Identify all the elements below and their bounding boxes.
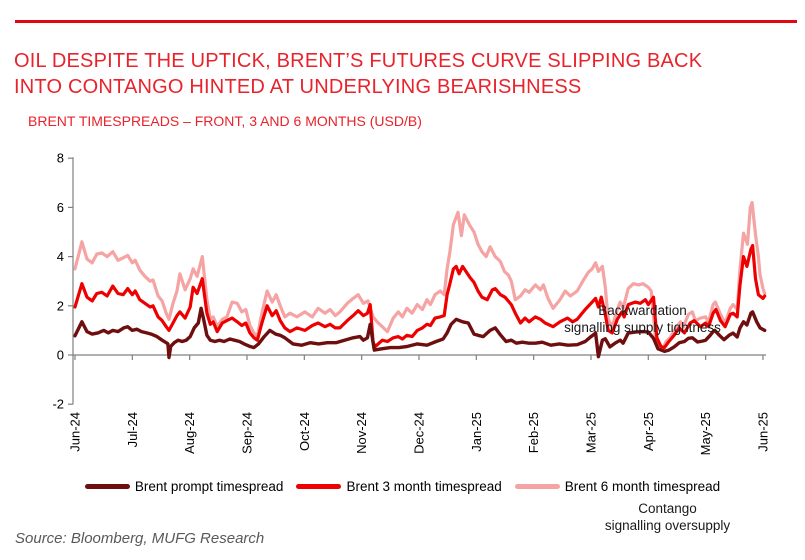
chart-legend: Brent prompt timespread Brent 3 month tim… xyxy=(0,479,805,494)
annotation-backwardation: Backwardation signalling supply tightnes… xyxy=(520,302,765,336)
annotation-backwardation-line2: signalling supply tightness xyxy=(564,320,721,335)
x-axis-label: Oct-24 xyxy=(297,412,312,451)
x-axis-label: Jul-24 xyxy=(125,412,140,447)
y-axis-label: 6 xyxy=(57,200,64,215)
annotation-contango-line2: signalling oversupply xyxy=(604,518,731,533)
x-axis-label: Jun-25 xyxy=(755,412,770,452)
legend-swatch xyxy=(84,484,130,489)
timespread-line-chart: 8 6 4 2 0 -2 Jun-24 Jul-24 Aug-24 Sep-24 Oct-24 Nov… xyxy=(52,151,770,456)
x-axis-label: Aug-24 xyxy=(182,412,197,454)
x-axis-label: Apr-25 xyxy=(641,412,656,451)
legend-label: Brent 3 month timespread xyxy=(346,479,502,494)
annotation-backwardation-line1: Backwardation xyxy=(598,303,687,318)
annotation-contango-line1: Contango xyxy=(638,501,697,516)
series-line-brent-prompt-timespread xyxy=(73,306,767,360)
series-line-brent-3-month-timespread xyxy=(73,243,767,350)
page-title-line2: INTO CONTANGO HINTED AT UNDERLYING BEARI… xyxy=(14,76,582,98)
top-accent-rule xyxy=(15,20,797,23)
source-note: Source: Bloomberg, MUFG Research xyxy=(15,530,265,547)
legend-item: Brent prompt timespread xyxy=(84,479,284,494)
legend-label: Brent 6 month timespread xyxy=(564,479,721,494)
legend-item: Brent 3 month timespread xyxy=(296,479,502,494)
x-axis-label: May-25 xyxy=(698,412,713,455)
y-axis-label: 8 xyxy=(57,151,64,166)
legend-swatch xyxy=(296,484,342,489)
x-axis-label: Sep-24 xyxy=(239,412,254,454)
page-title-line1: OIL DESPITE THE UPTICK, BRENT’S FUTURES … xyxy=(14,50,703,72)
x-axis-label: Jun-24 xyxy=(68,412,83,452)
chart-area: 8 6 4 2 0 -2 Jun-24 Jul-24 Aug-24 Sep-24 Oct-24 Nov… xyxy=(0,140,805,533)
x-axis-label: Jan-25 xyxy=(469,412,484,452)
y-axis-label: 2 xyxy=(57,298,64,313)
x-axis-label: Mar-25 xyxy=(583,412,598,453)
y-axis-label: 4 xyxy=(57,249,64,264)
x-axis-label: Nov-24 xyxy=(354,412,369,454)
y-axis-label: 0 xyxy=(57,348,64,363)
legend-item: Brent 6 month timespread xyxy=(514,479,721,494)
x-axis-label: Feb-25 xyxy=(526,412,541,453)
legend-label: Brent prompt timespread xyxy=(134,479,284,494)
legend-swatch xyxy=(514,484,560,489)
chart-subtitle: BRENT TIMESPREADS – FRONT, 3 AND 6 MONTH… xyxy=(28,113,422,129)
x-axis-label: Dec-24 xyxy=(411,412,426,454)
annotation-contango: Contango signalling oversupply xyxy=(545,500,790,534)
y-axis-label: -2 xyxy=(52,397,64,412)
page-title: OIL DESPITE THE UPTICK, BRENT’S FUTURES … xyxy=(14,48,794,100)
